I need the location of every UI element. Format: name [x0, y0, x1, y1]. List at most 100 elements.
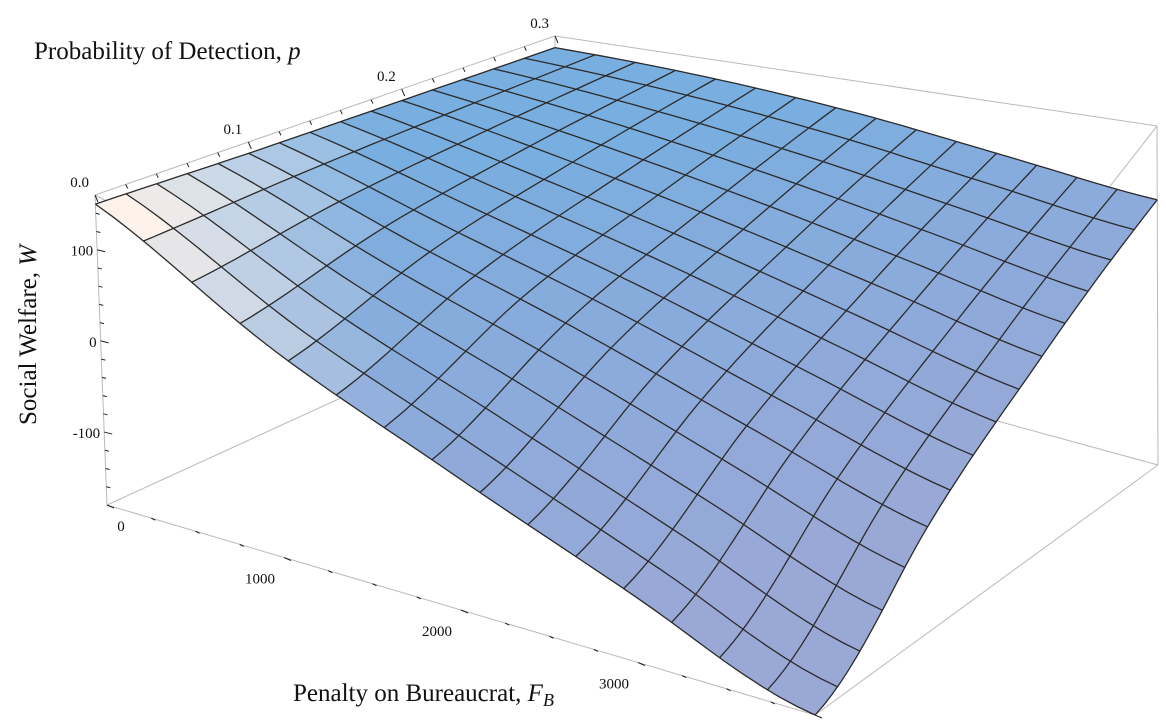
y-axis-title: Probability of Detection, p [34, 38, 301, 65]
mesh-line-y [248, 152, 928, 528]
mesh-line-x [143, 54, 596, 242]
y-tick-label: 0.1 [224, 122, 243, 138]
z-tick-mark [104, 431, 113, 435]
mesh-line-x [575, 141, 957, 557]
mesh-line-y [401, 99, 1043, 357]
y-tick-mark [94, 194, 99, 203]
mesh-line-x [335, 87, 757, 396]
x-minor-tick [195, 530, 200, 534]
x-tick-label: 0 [117, 519, 125, 535]
mesh-line-y [186, 173, 883, 611]
x-minor-tick [682, 675, 687, 679]
x-tick-mark [460, 609, 469, 614]
y-minor-tick [186, 162, 190, 168]
mesh-line-y [493, 68, 1112, 261]
x-minor-tick [549, 635, 554, 639]
mesh-line-y [95, 203, 816, 716]
mesh-line-x [95, 46, 556, 205]
mesh-line-x [766, 188, 1118, 691]
mesh-line-x [623, 152, 998, 590]
x-tick-label: 2000 [422, 624, 452, 640]
x-minor-tick [770, 701, 775, 705]
y-minor-tick [431, 78, 435, 83]
y-tick-label: 0.0 [70, 175, 89, 191]
y-minor-tick [278, 131, 282, 136]
x-minor-tick [151, 517, 156, 521]
mesh-line-x [671, 164, 1038, 623]
z-minor-tick [99, 322, 105, 325]
z-minor-tick [101, 376, 107, 379]
x-tick-label: 3000 [599, 677, 629, 693]
mesh-line-y [156, 183, 861, 652]
x-tick-mark [637, 662, 646, 666]
z-minor-tick [98, 285, 103, 288]
x-minor-tick [593, 648, 598, 652]
z-minor-tick [103, 413, 108, 416]
y-tick-mark [401, 88, 406, 97]
y-minor-tick [309, 120, 313, 126]
z-minor-tick [96, 230, 101, 233]
x-minor-tick [505, 622, 510, 626]
mesh-line-x [719, 177, 1078, 659]
mesh-line-x [239, 69, 676, 324]
y-minor-tick [125, 184, 129, 189]
z-minor-tick [105, 468, 110, 471]
z-minor-tick [101, 358, 106, 361]
x-minor-tick [416, 596, 421, 600]
x-tick-label: 1000 [245, 572, 275, 588]
y-minor-tick [462, 67, 466, 73]
z-tick-mark [100, 340, 109, 344]
mesh-line-y [340, 121, 997, 423]
mesh-line-x [814, 199, 1158, 716]
y-minor-tick [493, 56, 497, 62]
mesh-line-x [383, 97, 797, 429]
y-minor-tick [155, 173, 159, 179]
x-tick-mark [106, 504, 115, 509]
mesh-line-y [217, 162, 906, 568]
mesh-line-y [309, 131, 974, 456]
mesh-line-y [370, 110, 1020, 390]
z-minor-tick [95, 212, 100, 215]
mesh-line-y [554, 46, 1158, 201]
x-minor-tick [239, 543, 244, 547]
box-edge-vertical-C [1156, 125, 1159, 466]
y-tick-mark [554, 35, 559, 44]
mesh-line-y [462, 78, 1089, 292]
z-tick-label: 100 [71, 244, 94, 260]
z-minor-tick [102, 395, 107, 398]
x-tick-mark [814, 714, 823, 719]
z-minor-tick [97, 267, 102, 270]
x-axis-title: Penalty on Bureaucrat, FB [293, 680, 554, 710]
x-minor-tick [726, 688, 731, 692]
z-tick-mark [96, 249, 106, 253]
mesh-line-x [191, 61, 636, 283]
z-minor-tick [104, 449, 110, 452]
y-minor-tick [217, 152, 221, 157]
box-edge-top-0 [94, 35, 556, 196]
y-minor-tick [523, 46, 527, 51]
y-tick-label: 0.2 [377, 69, 396, 85]
mesh-line-y [432, 89, 1066, 324]
y-tick-mark [247, 141, 252, 150]
mesh-line-x [287, 78, 716, 362]
mesh-line-x [431, 107, 837, 461]
surface [94, 46, 1158, 716]
z-minor-tick [99, 303, 104, 306]
z-tick-label: 0 [89, 335, 97, 351]
y-tick-label: 0.3 [530, 16, 549, 32]
z-minor-tick [106, 486, 111, 489]
z-tick-label: -100 [73, 426, 101, 442]
y-minor-tick [370, 99, 374, 104]
x-minor-tick [328, 570, 333, 574]
box-edge-vertical-A [94, 194, 108, 506]
mesh-line-y [125, 193, 838, 688]
x-minor-tick [372, 583, 377, 587]
x-tick-mark [283, 557, 292, 561]
mesh-line-y [279, 142, 951, 491]
box-edge-top-1 [554, 35, 1158, 127]
box-edge-bottom-2 [814, 464, 1159, 716]
mesh-line-y [524, 57, 1135, 231]
y-minor-tick [339, 109, 343, 115]
